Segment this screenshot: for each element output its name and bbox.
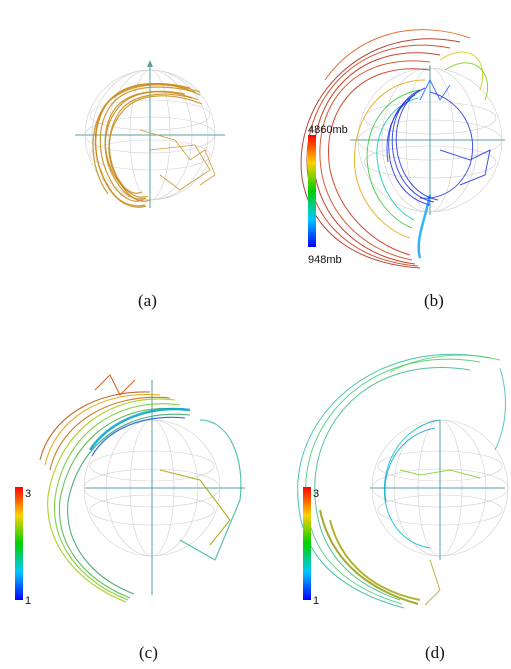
panel-d-caption: (d) [425, 643, 445, 662]
panel-c-axes [85, 380, 245, 595]
panel-c-caption: (c) [139, 643, 158, 662]
panel-d-colorbar-min-label: 1 [313, 595, 319, 607]
panel-d: 3 1 [297, 353, 509, 609]
panel-b-colorbar-max-label: 4860mb [308, 124, 348, 136]
panel-c-colorbar: 3 1 [15, 487, 31, 607]
panel-a-axes [75, 60, 225, 208]
panel-b-trajectories [300, 29, 489, 269]
panel-b-axes [350, 65, 505, 215]
panel-b: 4860mb 948mb [300, 29, 505, 269]
panel-b-colorbar: 4860mb 948mb [308, 124, 348, 266]
panel-d-trajectories [297, 353, 506, 609]
panel-a-trajectories [92, 83, 216, 208]
panel-c-colorbar-min-label: 1 [25, 595, 31, 607]
panel-a-caption: (a) [138, 291, 157, 310]
panel-d-axes [370, 420, 505, 560]
panel-b-colorbar-min-label: 948mb [308, 254, 342, 266]
panel-c-colorbar-max-label: 3 [25, 488, 31, 500]
panel-d-colorbar: 3 1 [303, 487, 319, 607]
panel-d-colorbar-max-label: 3 [313, 488, 319, 500]
panel-a [75, 60, 225, 208]
panel-c-trajectories [39, 374, 242, 603]
panel-b-blue-cluster [386, 78, 491, 206]
panel-b-caption: (b) [424, 291, 444, 310]
panel-c: 3 1 [15, 374, 245, 607]
